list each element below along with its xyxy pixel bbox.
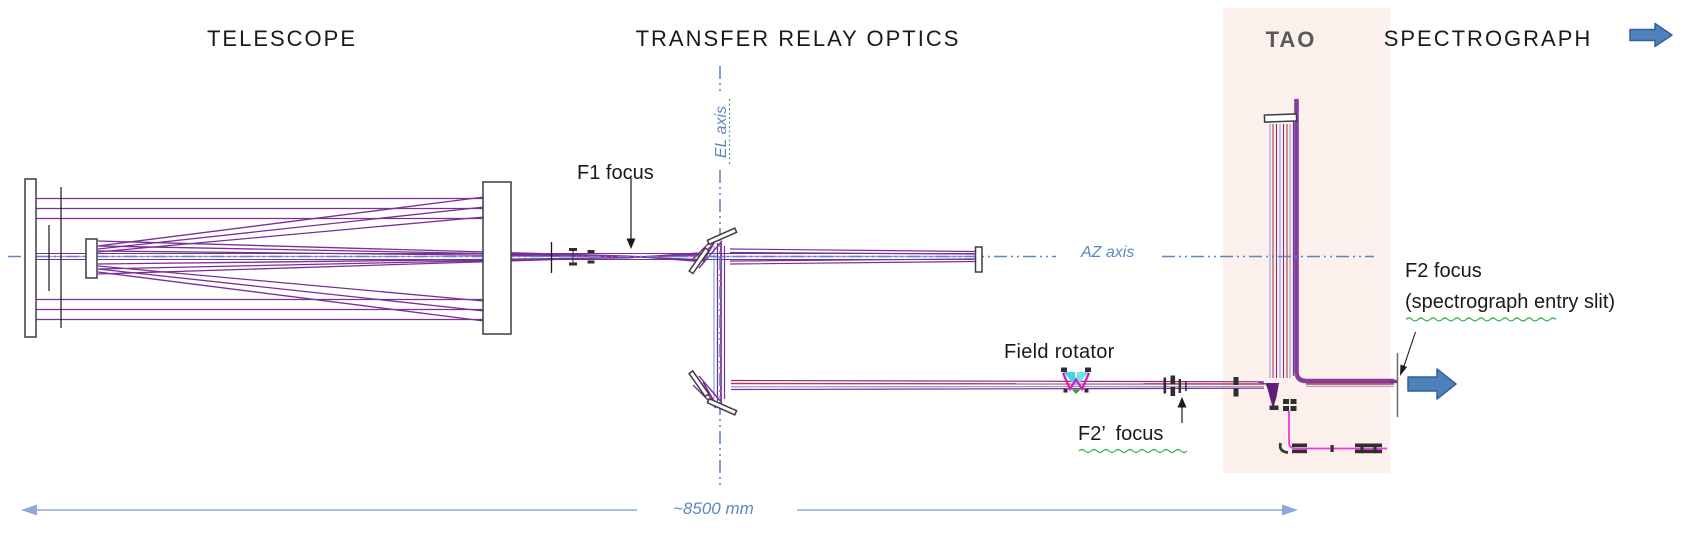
f1-focus-label: F1 focus xyxy=(577,162,654,184)
tao-top-mirror xyxy=(1263,113,1298,123)
lower-fold-mirrors xyxy=(688,369,738,416)
entrance-window xyxy=(24,178,37,338)
primary-mirror xyxy=(482,181,512,335)
f2-focus-sublabel: (spectrograph entry slit) xyxy=(1405,291,1616,313)
tao-assembly xyxy=(1263,113,1298,411)
f2-prime-focus-label: F2’ focus xyxy=(1078,423,1164,445)
tao-rays xyxy=(1269,99,1397,387)
tao-fold-prism xyxy=(1266,383,1279,409)
tao-region-highlight xyxy=(1223,8,1390,473)
f2-focus-label: F2 focus xyxy=(1405,260,1482,282)
tao-pickoff-path xyxy=(1278,411,1387,454)
transfer-relay-heading: TRANSFER RELAY OPTICS xyxy=(635,26,961,51)
field-rotator-label: Field rotator xyxy=(1004,341,1115,363)
dimension-length-label: ~8500 mm xyxy=(673,499,754,518)
telescope-heading: TELESCOPE xyxy=(206,26,358,51)
spectrograph-heading: SPECTROGRAPH xyxy=(1383,26,1593,51)
secondary-mirror xyxy=(85,238,98,279)
tao-heading: TAO xyxy=(1265,27,1317,52)
f2-exit-arrow-icon xyxy=(1407,368,1457,400)
upper-fold-mirrors xyxy=(688,227,738,275)
dimension-line xyxy=(21,504,1298,516)
relay-mirror xyxy=(974,246,983,273)
el-axis-label: EL axis xyxy=(713,105,730,159)
field-rotator-optic xyxy=(1061,367,1091,394)
post-primary-optics xyxy=(550,242,595,273)
telescope-assembly xyxy=(24,178,512,338)
telescope-baffles xyxy=(48,187,62,328)
az-axis-label: AZ axis xyxy=(1081,244,1135,261)
f2-pointer-arrow xyxy=(1400,331,1417,376)
f2-prime-pointer-arrow xyxy=(1177,397,1187,423)
spellcheck-squiggles xyxy=(728,99,1557,454)
spectrograph-exit-arrow-icon xyxy=(1629,22,1673,48)
f1-pointer-arrow xyxy=(626,178,636,249)
f2-prime-optics xyxy=(1163,375,1187,396)
tao-entry-optic xyxy=(1233,377,1239,397)
